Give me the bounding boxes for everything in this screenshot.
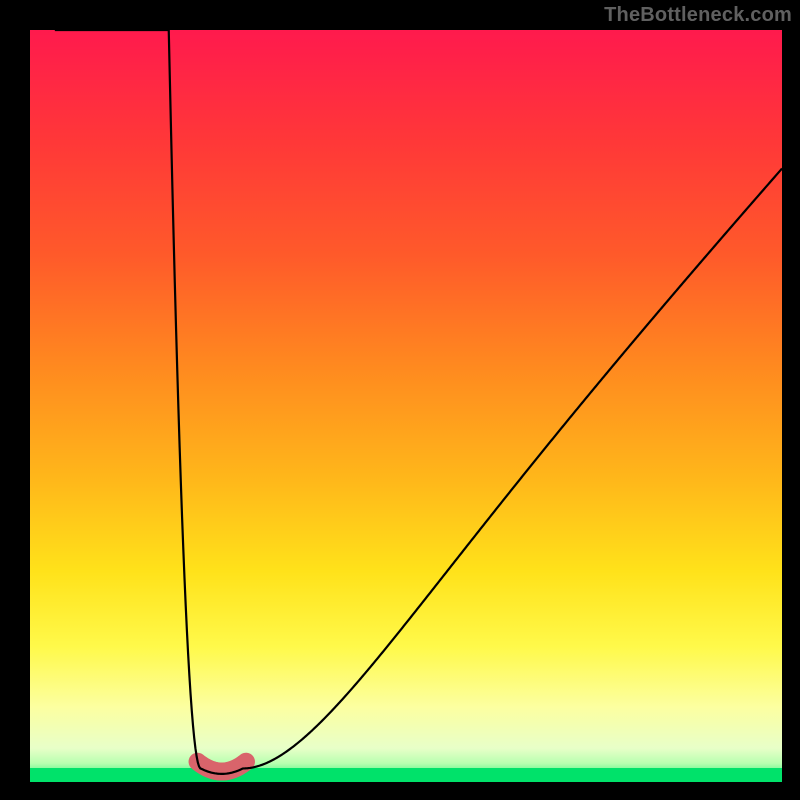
frame-border-bottom xyxy=(0,782,800,800)
frame-border-right xyxy=(782,0,800,800)
bottleneck-curve xyxy=(55,30,782,774)
plot-area xyxy=(30,30,782,782)
attribution-text: TheBottleneck.com xyxy=(604,4,792,27)
curve-layer xyxy=(30,30,782,782)
frame-border-left xyxy=(0,0,30,800)
chart-frame: TheBottleneck.com xyxy=(0,0,800,800)
